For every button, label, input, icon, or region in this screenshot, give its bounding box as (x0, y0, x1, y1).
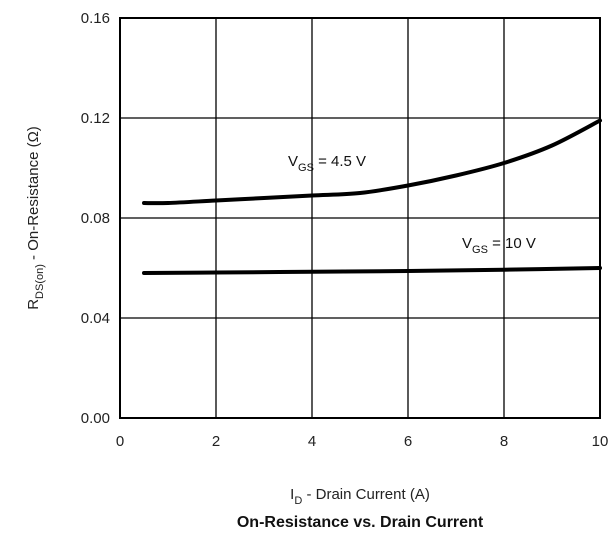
x-tick-label: 6 (404, 433, 412, 450)
series-line-1 (142, 266, 602, 275)
y-tick-label: 0.04 (81, 310, 110, 327)
grid-lines (120, 18, 600, 418)
y-tick-label: 0.00 (81, 410, 110, 427)
y-axis-label: RDS(on) - On-Resistance (Ω) (25, 126, 46, 310)
x-tick-label: 4 (308, 433, 316, 450)
series-label-vgs-4-5v: VGS = 4.5 V (288, 153, 366, 174)
chart-title: On-Resistance vs. Drain Current (237, 514, 484, 531)
x-tick-label: 2 (212, 433, 220, 450)
x-axis-label: ID - Drain Current (A) (290, 486, 430, 507)
x-tick-label: 8 (500, 433, 508, 450)
x-tick-label: 0 (116, 433, 124, 450)
series-lines (142, 118, 602, 275)
series-label-vgs-10v: VGS = 10 V (462, 235, 536, 256)
series-line-0 (142, 118, 602, 206)
y-tick-label: 0.12 (81, 110, 110, 127)
x-tick-label: 10 (592, 433, 609, 450)
plot-frame (119, 17, 601, 419)
y-tick-label: 0.16 (81, 10, 110, 27)
y-tick-label: 0.08 (81, 210, 110, 227)
y-tick-labels: 0.00 0.04 0.08 0.12 0.16 (81, 10, 110, 427)
x-tick-labels: 0 2 4 6 8 10 (116, 433, 609, 450)
